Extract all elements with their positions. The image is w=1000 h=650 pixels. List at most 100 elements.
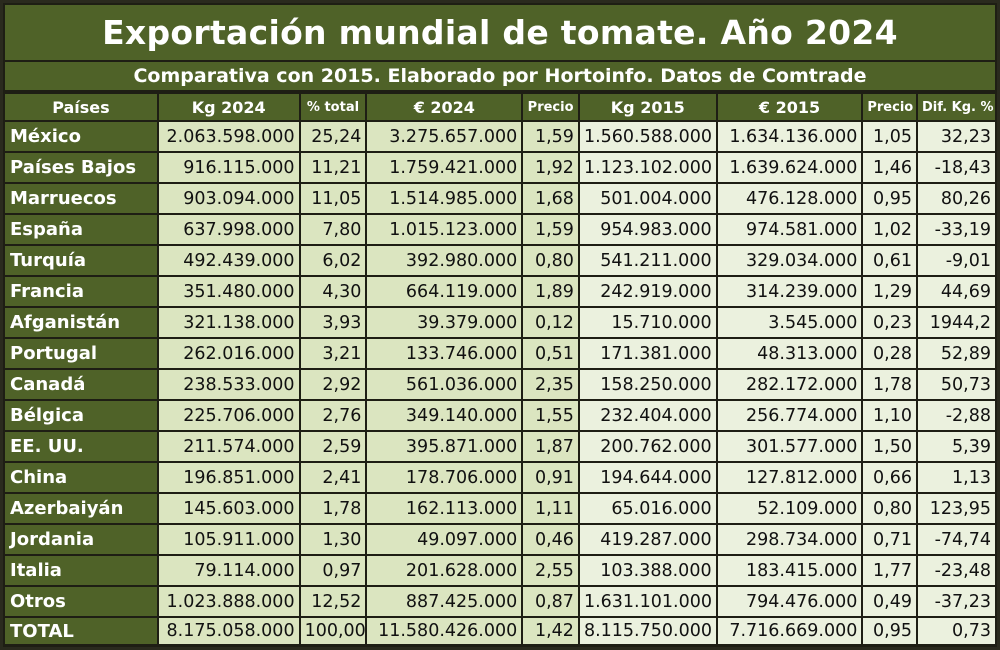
precio-2024-cell: 0,12: [523, 308, 578, 337]
eur-2024-cell: 664.119.000: [367, 277, 522, 306]
col-header-eur-2024: € 2024: [367, 94, 522, 120]
export-data-table: Países Kg 2024 % total € 2024 Precio Kg …: [3, 92, 997, 646]
kg-2024-cell: 2.063.598.000: [158, 122, 299, 151]
table-row: Otros 1.023.888.000 12,52 887.425.000 0,87 1.…: [5, 587, 995, 616]
country-cell: Marruecos: [5, 184, 157, 213]
eur-2024-cell: 11.580.426.000: [367, 618, 522, 644]
precio-2015-cell: 0,49: [863, 587, 916, 616]
country-cell: Afganistán: [5, 308, 157, 337]
pct-total-cell: 25,24: [300, 122, 366, 151]
precio-2015-cell: 1,46: [863, 153, 916, 182]
dif-kg-cell: -18,43: [918, 153, 995, 182]
precio-2015-cell: 0,61: [863, 246, 916, 275]
col-header-precio-2015: Precio: [863, 94, 916, 120]
pct-total-cell: 11,21: [300, 153, 366, 182]
precio-2015-cell: 0,95: [863, 618, 916, 644]
precio-2015-cell: 1,77: [863, 556, 916, 585]
eur-2015-cell: 256.774.000: [717, 401, 862, 430]
country-cell: Turquía: [5, 246, 157, 275]
header-row: Países Kg 2024 % total € 2024 Precio Kg …: [5, 94, 995, 120]
pct-total-cell: 1,30: [300, 525, 366, 554]
table-row: China 196.851.000 2,41 178.706.000 0,91 194.6…: [5, 463, 995, 492]
dif-kg-cell: 44,69: [918, 277, 995, 306]
precio-2015-cell: 1,29: [863, 277, 916, 306]
kg-2015-cell: 1.631.101.000: [579, 587, 716, 616]
table-row: Afganistán 321.138.000 3,93 39.379.000 0,12 1…: [5, 308, 995, 337]
eur-2015-cell: 301.577.000: [717, 432, 862, 461]
pct-total-cell: 1,78: [300, 494, 366, 523]
kg-2015-cell: 65.016.000: [579, 494, 716, 523]
table-title: Exportación mundial de tomate. Año 2024: [5, 5, 995, 62]
kg-2024-cell: 196.851.000: [158, 463, 299, 492]
country-cell: China: [5, 463, 157, 492]
precio-2024-cell: 1,59: [523, 215, 578, 244]
precio-2015-cell: 0,66: [863, 463, 916, 492]
dif-kg-cell: 1,13: [918, 463, 995, 492]
eur-2024-cell: 39.379.000: [367, 308, 522, 337]
kg-2024-cell: 8.175.058.000: [158, 618, 299, 644]
dif-kg-cell: 123,95: [918, 494, 995, 523]
eur-2015-cell: 282.172.000: [717, 370, 862, 399]
precio-2024-cell: 1,89: [523, 277, 578, 306]
eur-2024-cell: 561.036.000: [367, 370, 522, 399]
table-row: Marruecos 903.094.000 11,05 1.514.985.000 1,…: [5, 184, 995, 213]
pct-total-cell: 6,02: [300, 246, 366, 275]
precio-2015-cell: 0,23: [863, 308, 916, 337]
kg-2015-cell: 103.388.000: [579, 556, 716, 585]
precio-2024-cell: 1,55: [523, 401, 578, 430]
dif-kg-cell: -37,23: [918, 587, 995, 616]
precio-2015-cell: 0,28: [863, 339, 916, 368]
country-cell: Bélgica: [5, 401, 157, 430]
pct-total-cell: 2,41: [300, 463, 366, 492]
col-header-kg-2024: Kg 2024: [158, 94, 299, 120]
pct-total-cell: 4,30: [300, 277, 366, 306]
precio-2024-cell: 1,87: [523, 432, 578, 461]
eur-2015-cell: 3.545.000: [717, 308, 862, 337]
kg-2015-cell: 15.710.000: [579, 308, 716, 337]
pct-total-cell: 100,00: [300, 618, 366, 644]
dif-kg-cell: -2,88: [918, 401, 995, 430]
pct-total-cell: 7,80: [300, 215, 366, 244]
precio-2024-cell: 2,35: [523, 370, 578, 399]
col-header-pct-total: % total: [300, 94, 366, 120]
dif-kg-cell: -23,48: [918, 556, 995, 585]
pct-total-cell: 11,05: [300, 184, 366, 213]
eur-2015-cell: 329.034.000: [717, 246, 862, 275]
eur-2024-cell: 887.425.000: [367, 587, 522, 616]
dif-kg-cell: 80,26: [918, 184, 995, 213]
precio-2024-cell: 2,55: [523, 556, 578, 585]
eur-2015-cell: 476.128.000: [717, 184, 862, 213]
table-row: Turquía 492.439.000 6,02 392.980.000 0,80 541…: [5, 246, 995, 275]
precio-2015-cell: 1,10: [863, 401, 916, 430]
eur-2024-cell: 1.759.421.000: [367, 153, 522, 182]
country-cell: Jordania: [5, 525, 157, 554]
dif-kg-cell: 50,73: [918, 370, 995, 399]
kg-2015-cell: 171.381.000: [579, 339, 716, 368]
table-row: Países Bajos 916.115.000 11,21 1.759.421.00…: [5, 153, 995, 182]
table-subtitle: Comparativa con 2015. Elaborado por Hort…: [5, 62, 995, 90]
kg-2015-cell: 501.004.000: [579, 184, 716, 213]
precio-2024-cell: 1,68: [523, 184, 578, 213]
country-cell: España: [5, 215, 157, 244]
kg-2024-cell: 79.114.000: [158, 556, 299, 585]
country-cell: Italia: [5, 556, 157, 585]
kg-2024-cell: 1.023.888.000: [158, 587, 299, 616]
kg-2024-cell: 321.138.000: [158, 308, 299, 337]
eur-2015-cell: 183.415.000: [717, 556, 862, 585]
country-cell: Azerbaiyán: [5, 494, 157, 523]
kg-2015-cell: 954.983.000: [579, 215, 716, 244]
table-body: México 2.063.598.000 25,24 3.275.657.000 1,5…: [5, 122, 995, 644]
pct-total-cell: 12,52: [300, 587, 366, 616]
country-cell: Canadá: [5, 370, 157, 399]
table-row: Francia 351.480.000 4,30 664.119.000 1,89 242…: [5, 277, 995, 306]
eur-2015-cell: 974.581.000: [717, 215, 862, 244]
eur-2024-cell: 49.097.000: [367, 525, 522, 554]
dif-kg-cell: 1944,2: [918, 308, 995, 337]
country-cell: Francia: [5, 277, 157, 306]
col-header-paises: Países: [5, 94, 157, 120]
kg-2015-cell: 200.762.000: [579, 432, 716, 461]
eur-2024-cell: 201.628.000: [367, 556, 522, 585]
kg-2015-cell: 419.287.000: [579, 525, 716, 554]
precio-2015-cell: 0,80: [863, 494, 916, 523]
table-row: EE. UU. 211.574.000 2,59 395.871.000 1,87 200…: [5, 432, 995, 461]
